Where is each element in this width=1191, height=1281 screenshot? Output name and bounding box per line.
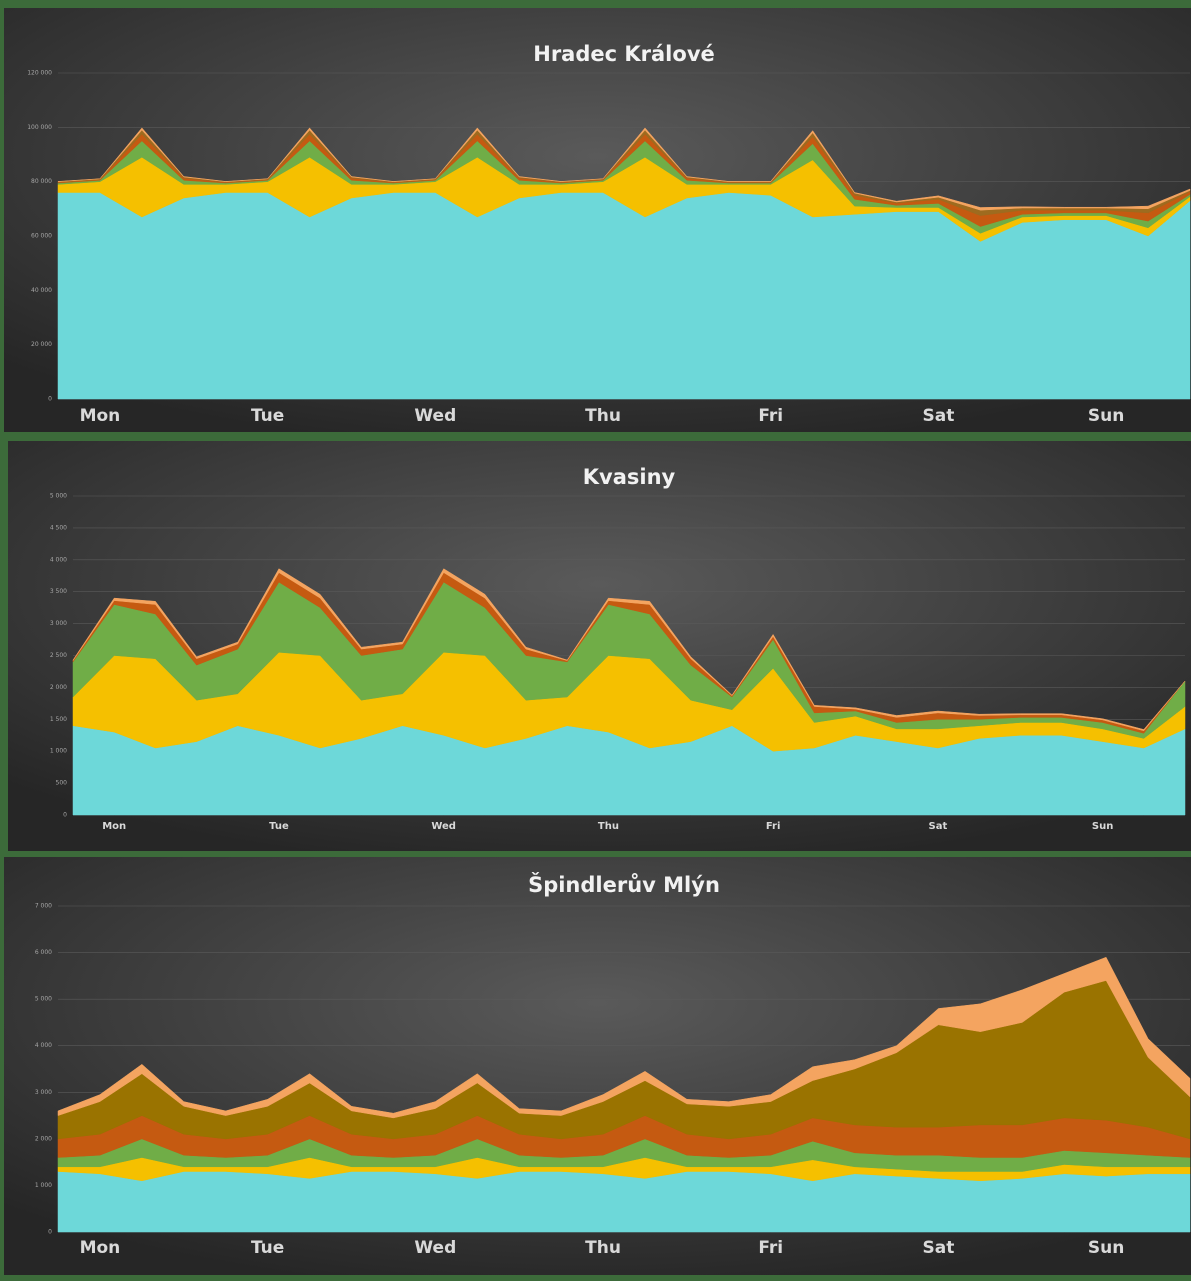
x-tick-label: Wed [414, 406, 456, 426]
y-tick-label: 3 000 [35, 1089, 52, 1096]
y-tick-label: 3 000 [50, 620, 67, 627]
y-tick-label: 4 000 [50, 556, 67, 563]
y-tick-label: 7 000 [35, 903, 52, 910]
y-tick-label: 100 000 [27, 124, 52, 131]
x-tick-label: Tue [251, 406, 284, 426]
y-tick-label: 80 000 [31, 178, 52, 185]
x-tick-label: Wed [431, 821, 456, 832]
y-tick-label: 4 500 [50, 524, 67, 531]
x-tick-label: Thu [585, 1238, 621, 1258]
y-tick-label: 1 000 [35, 1182, 52, 1189]
x-tick-label: Tue [251, 1238, 284, 1258]
area [72, 568, 1186, 732]
chart-title: Špindlerův Mlýn [528, 872, 720, 897]
x-tick-label: Mon [80, 1238, 121, 1258]
x-tick-label: Sun [1088, 406, 1124, 426]
x-tick-label: Fri [758, 406, 783, 426]
y-tick-label: 3 500 [50, 588, 67, 595]
y-tick-label: 20 000 [31, 341, 52, 348]
x-tick-label: Tue [269, 821, 289, 832]
y-tick-label: 5 000 [35, 996, 52, 1003]
y-tick-label: 0 [48, 1229, 52, 1236]
x-tick-label: Sat [929, 821, 948, 832]
y-tick-label: 4 000 [35, 1042, 52, 1049]
y-tick-label: 1 500 [50, 716, 67, 723]
area [57, 1171, 1191, 1233]
x-tick-label: Fri [758, 1238, 783, 1258]
y-tick-label: 2 500 [50, 652, 67, 659]
chart-title: Kvasiny [583, 465, 676, 489]
x-tick-label: Thu [585, 406, 621, 426]
y-tick-label: 2 000 [50, 684, 67, 691]
x-tick-label: Sun [1092, 821, 1113, 832]
y-tick-label: 0 [48, 396, 52, 403]
x-tick-label: Wed [414, 1238, 456, 1258]
area [57, 956, 1191, 1119]
y-tick-label: 60 000 [31, 233, 52, 240]
x-tick-label: Fri [766, 821, 781, 832]
x-tick-label: Sat [923, 406, 955, 426]
x-tick-label: Thu [598, 821, 619, 832]
y-tick-label: 0 [63, 812, 67, 819]
y-tick-label: 1 000 [50, 748, 67, 755]
y-tick-label: 5 000 [50, 493, 67, 500]
area [57, 127, 1191, 211]
y-tick-label: 500 [56, 780, 68, 787]
y-tick-label: 6 000 [35, 949, 52, 956]
y-tick-label: 2 000 [35, 1135, 52, 1142]
y-tick-label: 40 000 [31, 287, 52, 294]
y-tick-label: 120 000 [27, 70, 52, 77]
chart-title: Hradec Králové [533, 42, 715, 66]
x-tick-label: Sat [923, 1238, 955, 1258]
x-tick-label: Mon [102, 821, 126, 832]
x-tick-label: Sun [1088, 1238, 1124, 1258]
x-tick-label: Mon [80, 406, 121, 426]
